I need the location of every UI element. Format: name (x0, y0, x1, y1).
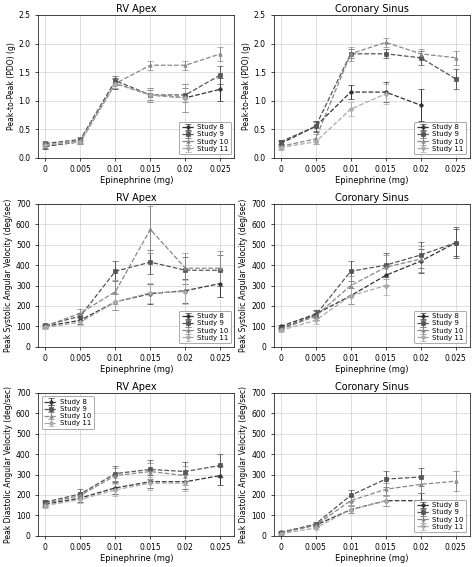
Legend: Study 8, Study 9, Study 10, Study 11: Study 8, Study 9, Study 10, Study 11 (179, 122, 231, 154)
Legend: Study 8, Study 9, Study 10, Study 11: Study 8, Study 9, Study 10, Study 11 (414, 122, 466, 154)
Title: RV Apex: RV Apex (116, 4, 157, 14)
X-axis label: Epinephrine (mg): Epinephrine (mg) (100, 176, 173, 185)
Title: RV Apex: RV Apex (116, 193, 157, 203)
X-axis label: Epinephrine (mg): Epinephrine (mg) (335, 176, 409, 185)
Legend: Study 8, Study 9, Study 10, Study 11: Study 8, Study 9, Study 10, Study 11 (414, 500, 466, 532)
Title: Coronary Sinus: Coronary Sinus (335, 4, 409, 14)
X-axis label: Epinephrine (mg): Epinephrine (mg) (335, 365, 409, 374)
X-axis label: Epinephrine (mg): Epinephrine (mg) (100, 365, 173, 374)
X-axis label: Epinephrine (mg): Epinephrine (mg) (335, 554, 409, 563)
Legend: Study 8, Study 9, Study 10, Study 11: Study 8, Study 9, Study 10, Study 11 (179, 311, 231, 344)
X-axis label: Epinephrine (mg): Epinephrine (mg) (100, 554, 173, 563)
Legend: Study 8, Study 9, Study 10, Study 11: Study 8, Study 9, Study 10, Study 11 (42, 396, 94, 429)
Y-axis label: Peak Systolic Angular Velocity (deg/sec): Peak Systolic Angular Velocity (deg/sec) (239, 198, 248, 352)
Y-axis label: Peak-to-Peak (PDO) (g): Peak-to-Peak (PDO) (g) (242, 43, 251, 130)
Y-axis label: Peak-to-Peak (PDO) (g): Peak-to-Peak (PDO) (g) (7, 43, 16, 130)
Y-axis label: Peak Diastolic Angular Velocity (deg/sec): Peak Diastolic Angular Velocity (deg/sec… (239, 386, 248, 543)
Title: Coronary Sinus: Coronary Sinus (335, 193, 409, 203)
Y-axis label: Peak Diastolic Angular Velocity (deg/sec): Peak Diastolic Angular Velocity (deg/sec… (4, 386, 13, 543)
Title: Coronary Sinus: Coronary Sinus (335, 382, 409, 392)
Legend: Study 8, Study 9, Study 10, Study 11: Study 8, Study 9, Study 10, Study 11 (414, 311, 466, 344)
Y-axis label: Peak Systolic Angular Velocity (deg/sec): Peak Systolic Angular Velocity (deg/sec) (4, 198, 13, 352)
Title: RV Apex: RV Apex (116, 382, 157, 392)
